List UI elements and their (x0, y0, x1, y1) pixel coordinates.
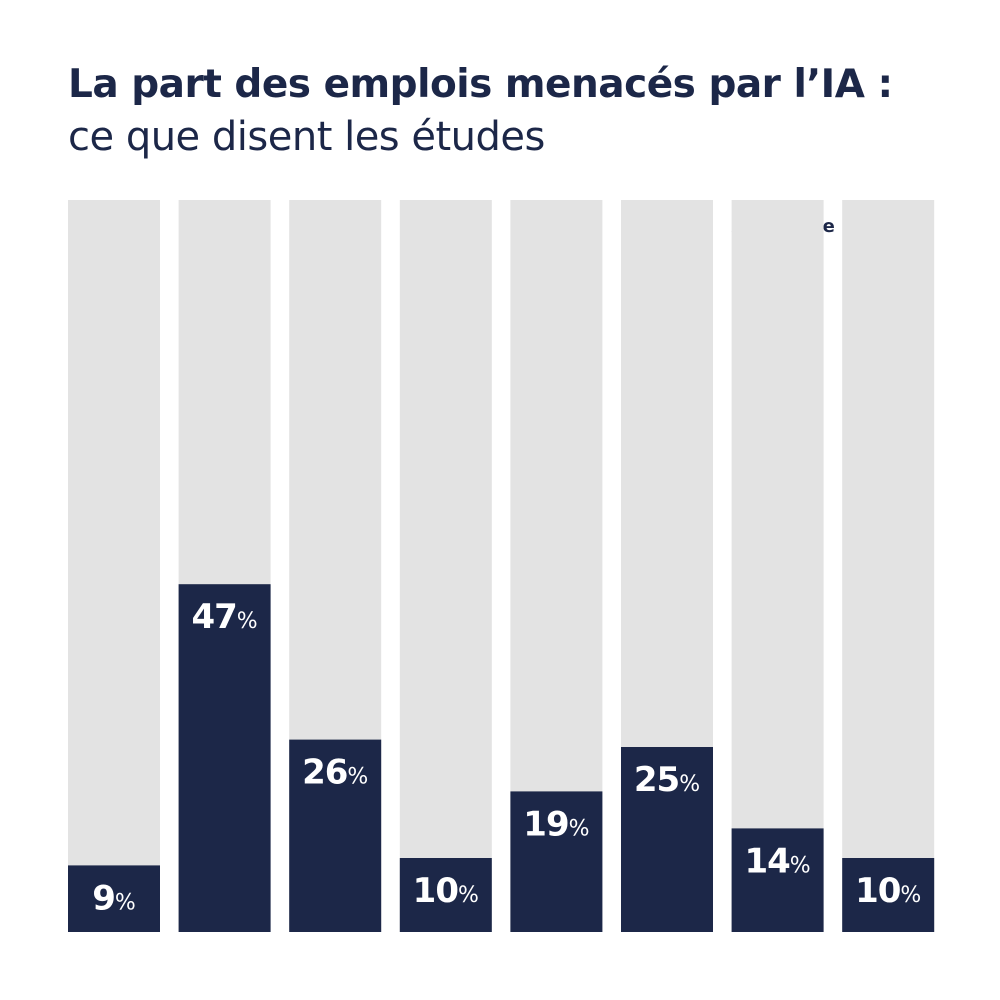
bar (621, 747, 713, 932)
bar (178, 584, 271, 932)
bar-value-label: 47% (191, 597, 257, 637)
bar-value-label: 14% (744, 841, 810, 881)
bar (68, 865, 160, 932)
bar-value-label: 9% (92, 878, 136, 918)
bar-value-label: 26% (302, 753, 368, 793)
bar (731, 828, 824, 932)
bar (399, 858, 492, 932)
chart-title: La part des emplois menacés par l’IA : (68, 62, 893, 107)
bar-track (68, 200, 160, 932)
bar (289, 739, 382, 932)
bar (842, 858, 935, 932)
bar-value-label: 25% (634, 760, 700, 800)
bar-track (731, 200, 824, 932)
chart-subtitle: ce que disent les études (68, 114, 545, 160)
bar-track (842, 200, 935, 932)
bar-value-label: 10% (855, 871, 921, 911)
bar-value-label: 19% (523, 804, 589, 844)
bar (510, 791, 603, 932)
bar-value-label: 10% (413, 871, 479, 911)
bar-track (399, 200, 492, 932)
